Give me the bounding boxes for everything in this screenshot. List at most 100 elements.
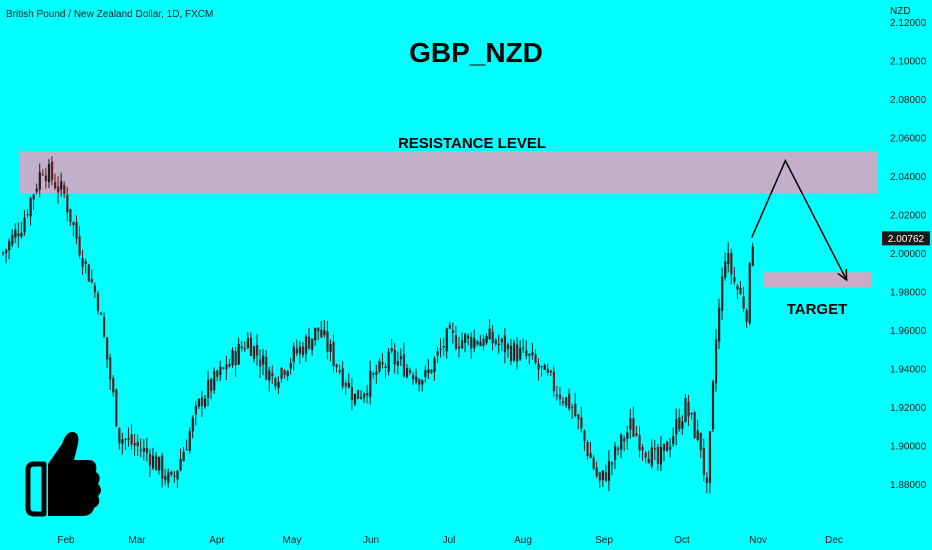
candle (408, 367, 412, 375)
x-tick-label: Nov (749, 535, 767, 546)
candle (442, 337, 445, 356)
candle (179, 448, 182, 472)
x-tick-label: Feb (57, 535, 75, 546)
candle (546, 363, 549, 377)
candle (519, 340, 522, 361)
candle (592, 454, 595, 471)
candle (577, 414, 580, 430)
y-tick-label: 2.12000 (890, 18, 927, 29)
candle (736, 283, 739, 300)
candle (225, 355, 228, 381)
candle (595, 461, 598, 479)
candle (158, 456, 161, 475)
price-tag-value: 2.00762 (888, 234, 925, 245)
candle (38, 163, 41, 198)
candle (751, 242, 754, 267)
candle (601, 470, 604, 487)
candle (188, 427, 191, 454)
candle (610, 461, 614, 476)
candle (558, 386, 562, 406)
candle (167, 468, 170, 488)
candle (549, 369, 552, 377)
candle (262, 349, 265, 376)
candle (669, 437, 672, 458)
candle (369, 360, 372, 405)
candle (63, 181, 66, 199)
candle (708, 430, 712, 494)
candle (231, 347, 234, 368)
candle (191, 415, 194, 439)
candle (439, 338, 442, 358)
candle (659, 435, 663, 472)
candle (718, 298, 721, 350)
candle (604, 464, 608, 483)
candle (234, 347, 237, 377)
candle (638, 426, 641, 458)
candle (528, 353, 531, 365)
candle (687, 395, 690, 426)
candle (690, 412, 693, 420)
candle (500, 337, 503, 351)
candle (173, 471, 176, 483)
candle (525, 340, 528, 360)
candle (614, 442, 617, 470)
candle (164, 468, 167, 485)
candle (745, 308, 748, 328)
candle (727, 242, 730, 273)
candle (534, 349, 537, 365)
candle (347, 373, 350, 389)
candle (41, 169, 44, 176)
candle (75, 215, 78, 245)
candle (672, 427, 675, 447)
candle (344, 380, 347, 395)
candle (130, 424, 133, 450)
candle (537, 358, 540, 381)
candle (402, 342, 406, 378)
candle (598, 471, 601, 488)
candle (506, 342, 510, 358)
candle (72, 221, 75, 237)
candle (115, 388, 118, 428)
candle (678, 408, 681, 432)
x-tick-label: Oct (674, 535, 690, 546)
candle (148, 448, 152, 477)
candle (106, 337, 109, 369)
target-zone (763, 272, 871, 288)
candle (387, 348, 390, 376)
candle (384, 362, 387, 379)
candle (90, 269, 93, 284)
candle (20, 221, 23, 240)
candle (494, 337, 497, 347)
y-tick-label: 2.06000 (890, 134, 927, 145)
candle (102, 312, 106, 339)
candle (635, 425, 638, 437)
candle (219, 360, 222, 382)
resistance-level-label: RESISTANCE LEVEL (398, 135, 546, 152)
candle (360, 390, 363, 400)
candle (81, 249, 84, 275)
candle (182, 447, 185, 462)
candle (133, 433, 136, 457)
candle (2, 251, 5, 257)
candle (44, 167, 48, 189)
candle (151, 447, 155, 471)
candle (329, 339, 332, 362)
y-tick-label: 1.88000 (890, 480, 927, 491)
candle (748, 262, 751, 326)
candle (109, 353, 112, 390)
candle (78, 226, 81, 259)
candle (488, 319, 491, 340)
candle (332, 335, 335, 373)
price-tag-box (882, 231, 930, 246)
candle (696, 419, 699, 442)
candle (662, 443, 666, 462)
candle (457, 336, 461, 358)
candle (50, 156, 54, 186)
candle (35, 183, 38, 195)
candle (430, 368, 433, 375)
x-tick-label: Aug (514, 535, 532, 546)
candle (311, 338, 314, 356)
candle (96, 290, 100, 315)
candle (552, 365, 555, 397)
target-label: TARGET (787, 301, 848, 318)
